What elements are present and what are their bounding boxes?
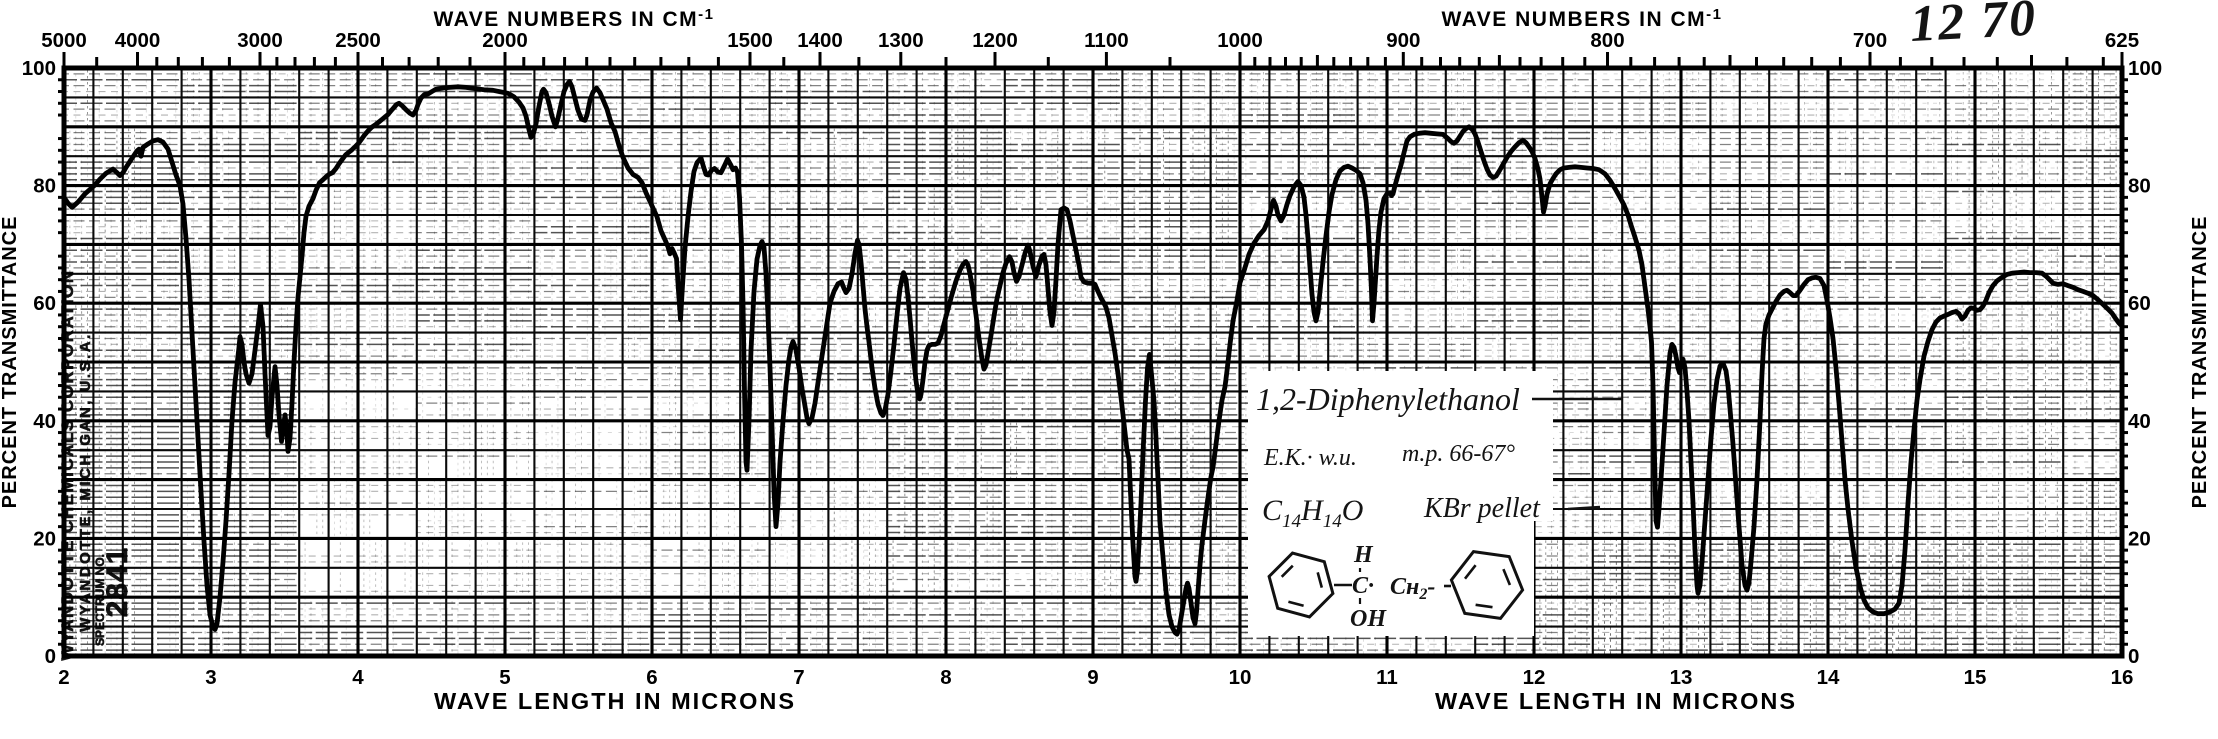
svg-text:13: 13: [1670, 666, 1693, 689]
svg-text:700: 700: [1853, 29, 1887, 52]
svg-text:5: 5: [499, 666, 510, 689]
svg-text:SPECTRUM NO.: SPECTRUM NO.: [93, 554, 107, 646]
svg-text:OH: OH: [1350, 606, 1387, 632]
svg-text:3000: 3000: [237, 29, 283, 52]
svg-text:2841: 2841: [101, 547, 134, 618]
svg-text:80: 80: [33, 175, 56, 198]
svg-text:100: 100: [2128, 57, 2162, 80]
svg-text:2: 2: [58, 666, 69, 689]
svg-text:15: 15: [1964, 666, 1987, 689]
svg-text:WYANDOTTE CHEMICALS CORPORATIO: WYANDOTTE CHEMICALS CORPORATION: [58, 269, 77, 660]
svg-text:800: 800: [1590, 29, 1624, 52]
svg-text:60: 60: [33, 292, 56, 315]
svg-text:WAVE LENGTH IN MICRONS: WAVE LENGTH IN MICRONS: [434, 688, 796, 714]
svg-text:80: 80: [2128, 175, 2151, 198]
svg-text:20: 20: [2128, 527, 2151, 550]
svg-text:C·: C·: [1352, 573, 1374, 599]
svg-text:WYANDOTTE, MICHIGAN, U.S.A.: WYANDOTTE, MICHIGAN, U.S.A.: [77, 332, 94, 631]
svg-text:KBr pellet: KBr pellet: [1423, 493, 1541, 524]
svg-text:WAVE LENGTH IN MICRONS: WAVE LENGTH IN MICRONS: [1435, 688, 1797, 714]
svg-text:10: 10: [1229, 666, 1252, 689]
svg-text:WAVE NUMBERS IN CM-1: WAVE NUMBERS IN CM-1: [434, 6, 715, 31]
svg-text:m.p. 66-67°: m.p. 66-67°: [1402, 441, 1515, 467]
svg-text:1500: 1500: [727, 29, 773, 52]
svg-text:H: H: [1353, 542, 1374, 568]
svg-text:12 70: 12 70: [1909, 0, 2039, 53]
svg-text:9: 9: [1087, 666, 1098, 689]
svg-text:1200: 1200: [972, 29, 1018, 52]
svg-text:7: 7: [793, 666, 804, 689]
svg-text:1000: 1000: [1217, 29, 1263, 52]
svg-text:C14H14O: C14H14O: [1262, 494, 1363, 532]
svg-text:5000: 5000: [41, 29, 87, 52]
svg-text:20: 20: [33, 527, 56, 550]
svg-text:1400: 1400: [797, 29, 843, 52]
svg-text:3: 3: [205, 666, 216, 689]
svg-text:1300: 1300: [878, 29, 924, 52]
svg-text:Cн2-: Cн2-: [1390, 574, 1435, 603]
svg-text:900: 900: [1386, 29, 1420, 52]
svg-text:0: 0: [2128, 645, 2139, 668]
svg-text:WAVE NUMBERS IN CM-1: WAVE NUMBERS IN CM-1: [1442, 6, 1723, 31]
svg-text:PERCENT TRANSMITTANCE: PERCENT TRANSMITTANCE: [0, 216, 21, 509]
svg-text:8: 8: [940, 666, 951, 689]
svg-text:1,2-Diphenylethanol: 1,2-Diphenylethanol: [1256, 381, 1520, 417]
svg-text:2000: 2000: [482, 29, 528, 52]
svg-text:2500: 2500: [335, 29, 381, 52]
svg-text:14: 14: [1817, 666, 1840, 689]
svg-text:4000: 4000: [115, 29, 161, 52]
svg-text:12: 12: [1523, 666, 1546, 689]
svg-text:40: 40: [2128, 410, 2151, 433]
svg-text:E.K.· w.u.: E.K.· w.u.: [1263, 445, 1357, 471]
svg-text:625: 625: [2105, 29, 2139, 52]
svg-text:40: 40: [33, 410, 56, 433]
svg-text:1100: 1100: [1084, 29, 1128, 52]
svg-text:6: 6: [646, 666, 657, 689]
svg-text:100: 100: [22, 57, 56, 80]
svg-text:0: 0: [45, 645, 56, 668]
svg-text:60: 60: [2128, 292, 2151, 315]
svg-text:4: 4: [352, 666, 364, 689]
svg-text:PERCENT TRANSMITTANCE: PERCENT TRANSMITTANCE: [2189, 216, 2211, 509]
svg-text:11: 11: [1376, 666, 1398, 689]
svg-text:16: 16: [2111, 666, 2134, 689]
